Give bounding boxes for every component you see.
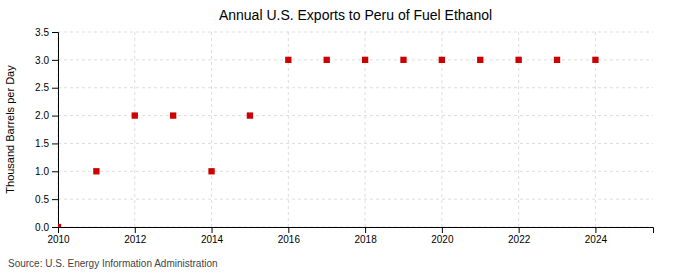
point [324, 57, 330, 63]
tick-mark [288, 227, 289, 233]
tick-label: 3.5 [35, 27, 49, 38]
tick: 0.0 [35, 222, 58, 233]
point [362, 57, 368, 63]
tick: 3.5 [35, 27, 58, 38]
chart: 2010 2012 2014 2016 2018 2020 2022 2024 0.0 0.5 1.… [0, 0, 675, 275]
point [592, 57, 598, 63]
point [400, 57, 406, 63]
point [554, 57, 560, 63]
title: Annual U.S. Exports to Peru of Fuel Etha… [219, 7, 492, 23]
point [247, 112, 253, 118]
tick-label: 2018 [354, 234, 377, 245]
tick: 2.0 [35, 110, 58, 121]
tick-mark [52, 171, 58, 172]
source-note: Source: U.S. Energy Information Administ… [8, 258, 218, 269]
tick-mark [52, 227, 58, 228]
tick: 2020 [431, 227, 454, 245]
tick-mark [442, 227, 443, 233]
tick-label: 2014 [201, 234, 224, 245]
tick-mark [135, 227, 136, 233]
tick-mark [52, 32, 58, 33]
point [170, 112, 176, 118]
point [132, 112, 138, 118]
tick-label: 2.5 [35, 82, 49, 93]
tick-mark [52, 60, 58, 61]
grid-line [58, 199, 653, 200]
tick-label: 2022 [508, 234, 531, 245]
grid-line [211, 32, 212, 227]
points [58, 57, 599, 227]
grid [58, 32, 653, 227]
tick-label: 1.0 [35, 166, 49, 177]
grid-line [58, 59, 653, 60]
tick: 2016 [278, 227, 301, 245]
grid-line [58, 87, 653, 88]
tick: 2018 [354, 227, 377, 245]
tick: 2.5 [35, 82, 58, 93]
grid-line [58, 171, 653, 172]
point [477, 57, 483, 63]
tick-mark [52, 116, 58, 117]
tick-mark [365, 227, 366, 233]
tick-mark [519, 227, 520, 233]
tick-label: 0.0 [35, 222, 49, 233]
plot: 2010 2012 2014 2016 2018 2020 2022 2024 0.0 0.5 1.… [35, 27, 653, 245]
y-axis-label: Thousand Barrels per Day [4, 65, 16, 194]
tick: 1.0 [35, 166, 58, 177]
tick: 2024 [585, 227, 608, 245]
tick-mark [52, 143, 58, 144]
point [515, 57, 521, 63]
tick: 2014 [201, 227, 224, 245]
tick-label: 2020 [431, 234, 454, 245]
tick-label: 2.0 [35, 110, 49, 121]
tick-mark [52, 199, 58, 200]
grid-line [58, 115, 653, 116]
tick-label: 2012 [124, 234, 147, 245]
tick: 3.0 [35, 55, 58, 66]
tick-mark [52, 88, 58, 89]
tick: 1.5 [35, 138, 58, 149]
grid-line [134, 32, 135, 227]
tick-label: 2024 [585, 234, 608, 245]
grid-line [58, 32, 653, 33]
x-axis: 2010 2012 2014 2016 2018 2020 2022 2024 [47, 227, 653, 245]
axis-line [59, 228, 654, 234]
tick-label: 2016 [278, 234, 301, 245]
tick-label: 2010 [47, 234, 70, 245]
tick: 2022 [508, 227, 531, 245]
y-axis: 0.0 0.5 1.0 1.5 2.0 2.5 3.0 3.5 [35, 27, 58, 233]
tick-label: 3.0 [35, 55, 49, 66]
point [439, 57, 445, 63]
grid-line [58, 143, 653, 144]
tick: 0.5 [35, 194, 58, 205]
point [93, 168, 99, 174]
tick-label: 0.5 [35, 194, 49, 205]
axis-line [52, 33, 59, 228]
tick-mark [595, 227, 596, 233]
tick: 2010 [47, 227, 70, 245]
point [58, 224, 61, 227]
point [208, 168, 214, 174]
tick: 2012 [124, 227, 147, 245]
tick-mark [212, 227, 213, 233]
tick-label: 1.5 [35, 138, 49, 149]
point [285, 57, 291, 63]
